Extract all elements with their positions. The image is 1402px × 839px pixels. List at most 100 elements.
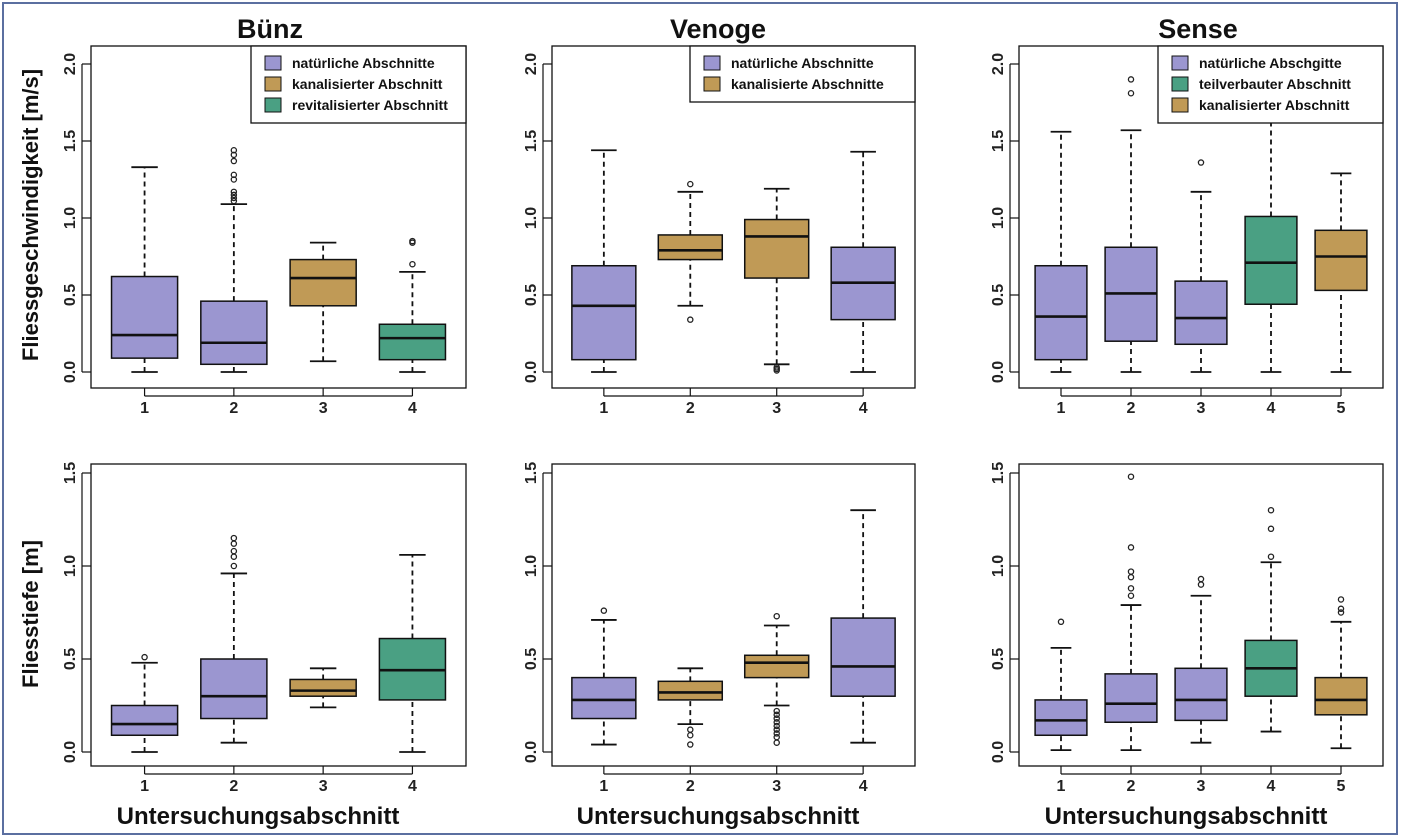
legend-label: revitalisierter Abschnitt <box>292 97 448 113</box>
box-body <box>1104 673 1158 723</box>
box-4 <box>378 553 447 753</box>
outlier-point <box>687 732 694 739</box>
outlier-point <box>773 711 780 719</box>
xlabel-sense: Untersuchungsabschnitt <box>1045 803 1328 830</box>
legend: natürliche Abschnitte kanalisierte Abschn… <box>689 45 916 103</box>
y-tick-label: 1.5 <box>523 462 540 484</box>
legend-frame <box>250 45 467 124</box>
legend: natürliche Abschgitte teilverbauter Absch… <box>1157 45 1384 124</box>
outlier-point <box>230 157 238 165</box>
ylabel-velocity: Fliessgeschwindigkeit [m/s] <box>18 69 43 361</box>
outlier-point <box>773 739 780 746</box>
box-5 <box>1314 596 1368 750</box>
y-tick-label: 1.0 <box>523 555 540 577</box>
legend-label: kanalisierter Abschnitt <box>1199 97 1350 113</box>
xlabel-venoge: Untersuchungsabschnitt <box>577 803 860 830</box>
panel-venoge-velocity: 0.0 0.5 1.0 1.5 2.0 1 2 3 4 natürliche Abschnitte… <box>523 45 916 417</box>
box-2 <box>200 534 268 744</box>
legend-swatch <box>1171 97 1189 113</box>
x-tick-label: 4 <box>859 400 868 417</box>
legend-label: kanalisierter Abschnitt <box>292 76 443 92</box>
outlier-point <box>1197 159 1205 166</box>
outlier-point <box>230 171 238 179</box>
outlier-point <box>773 733 780 741</box>
outlier-point <box>1127 592 1135 600</box>
box-2 <box>657 180 724 323</box>
outlier-point <box>230 547 238 555</box>
outlier-point <box>409 237 416 245</box>
box-body <box>200 658 268 720</box>
y-tick-label: 1.5 <box>62 462 79 484</box>
box-body <box>1174 667 1228 722</box>
y-tick-label: 1.5 <box>62 130 79 152</box>
x-tick-label: 1 <box>140 778 149 795</box>
x-tick-label: 1 <box>599 778 608 795</box>
box-body <box>110 275 179 359</box>
legend-swatch <box>1171 55 1189 71</box>
box-3 <box>743 612 810 746</box>
outlier-point <box>1267 525 1275 533</box>
outlier-point <box>1057 618 1065 626</box>
outlier-point <box>600 607 608 614</box>
panel-buenz-velocity: 0.0 0.5 1.0 1.5 2.0 1 2 3 4 natürliche Abschnitte… <box>62 45 467 417</box>
box-body <box>657 234 724 261</box>
column-title-sense: Sense <box>1158 14 1238 44</box>
x-tick-label: 1 <box>599 400 608 417</box>
y-tick-label: 0.5 <box>523 284 540 306</box>
box-body <box>200 300 268 366</box>
outlier-point <box>687 741 694 748</box>
y-tick-label: 1.5 <box>523 130 540 152</box>
column-title-venoge: Venoge <box>670 14 766 44</box>
x-tick-label: 4 <box>408 400 417 417</box>
y-tick-label: 1.0 <box>62 207 79 229</box>
box-1 <box>1034 618 1088 752</box>
y-tick-label: 0.0 <box>62 741 79 763</box>
box-3 <box>289 667 357 709</box>
box-1 <box>110 166 179 373</box>
box-body <box>1314 229 1368 292</box>
legend-swatch <box>264 76 282 92</box>
outlier-point <box>230 188 238 196</box>
outlier-point <box>141 653 148 661</box>
x-tick-label: 1 <box>140 400 149 417</box>
box-body <box>1034 264 1088 361</box>
x-tick-label: 2 <box>1127 400 1136 417</box>
box-body <box>1034 699 1088 737</box>
outlier-point <box>773 364 780 371</box>
x-tick-label: 3 <box>772 400 781 417</box>
x-tick-label: 2 <box>229 778 238 795</box>
y-tick-label: 0.5 <box>990 284 1007 306</box>
box-body <box>1174 280 1228 346</box>
box-4 <box>1244 506 1298 733</box>
x-tick-label: 5 <box>1337 778 1346 795</box>
outlier-point <box>230 191 238 199</box>
x-tick-label: 3 <box>319 778 328 795</box>
y-tick-label: 1.5 <box>990 462 1007 484</box>
outlier-point <box>773 707 780 715</box>
box-body <box>657 680 724 701</box>
box-4 <box>1244 121 1298 373</box>
legend-label: natürliche Abschgitte <box>1199 55 1342 71</box>
y-tick-label: 1.0 <box>990 555 1007 577</box>
outlier-point <box>1197 581 1205 588</box>
box-body <box>830 617 896 697</box>
legend-label: natürliche Abschnitte <box>292 55 435 71</box>
x-tick-label: 5 <box>1337 400 1346 417</box>
legend-frame <box>1157 45 1384 124</box>
x-tick-label: 4 <box>1267 778 1276 795</box>
box-3 <box>743 187 810 374</box>
panel-sense-depth: 0.0 0.5 1.0 1.5 1 2 3 4 5 <box>990 462 1384 795</box>
box-4 <box>830 150 896 373</box>
xlabel-buenz: Untersuchungsabschnitt <box>117 803 400 830</box>
box-body <box>571 676 637 720</box>
x-tick-label: 2 <box>1127 778 1136 795</box>
legend-swatch <box>264 55 282 71</box>
outlier-point <box>230 540 238 547</box>
y-tick-label: 1.0 <box>62 555 79 577</box>
box-5 <box>1314 172 1368 373</box>
box-2 <box>200 146 268 373</box>
outlier-point <box>1337 605 1345 613</box>
outlier-point <box>773 726 780 733</box>
box-3 <box>1174 575 1228 744</box>
